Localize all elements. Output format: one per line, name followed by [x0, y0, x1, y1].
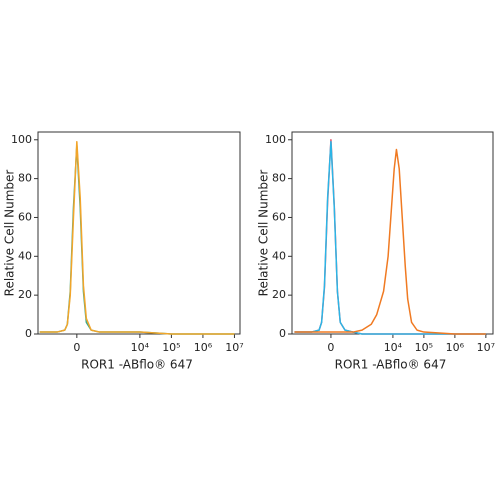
y-tick-label: 80 [272, 172, 286, 185]
y-tick-label: 20 [18, 288, 32, 301]
x-tick-label: 10⁷ [225, 341, 243, 354]
x-tick-label: 10⁷ [477, 341, 495, 354]
x-tick-label: 10⁵ [415, 341, 433, 354]
y-tick-label: 80 [18, 172, 32, 185]
y-tick-label: 60 [272, 210, 286, 223]
y-axis-title: Relative Cell Number [3, 170, 17, 297]
y-axis-title: Relative Cell Number [257, 170, 271, 297]
histogram-line [294, 140, 486, 335]
x-axis-title: ROR1 -ABflo® 647 [81, 358, 193, 372]
y-tick-label: 20 [272, 288, 286, 301]
y-tick-label: 100 [11, 133, 32, 146]
x-tick-label: 0 [327, 341, 334, 354]
plot-frame [291, 131, 494, 335]
x-tick-label: 10⁵ [162, 341, 180, 354]
y-tick-label: 40 [18, 249, 32, 262]
x-tick-label: 0 [73, 341, 80, 354]
x-tick-label: 10⁴ [384, 341, 403, 354]
y-tick-label: 0 [25, 327, 32, 340]
x-axis-title: ROR1 -ABflo® 647 [335, 358, 447, 372]
x-tick-label: 10⁴ [131, 341, 150, 354]
plot-frame [37, 131, 241, 335]
histogram-line [39, 140, 235, 335]
x-tick-label: 10⁶ [446, 341, 465, 354]
y-tick-label: 0 [279, 327, 286, 340]
histogram-line [294, 148, 486, 335]
y-tick-label: 60 [18, 210, 32, 223]
y-tick-label: 100 [265, 133, 286, 146]
y-tick-label: 40 [272, 249, 286, 262]
x-tick-label: 10⁶ [194, 341, 213, 354]
